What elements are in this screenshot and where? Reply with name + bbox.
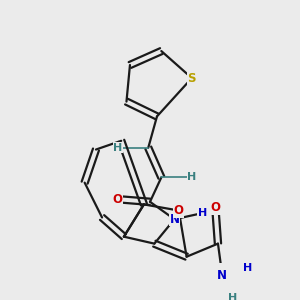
Text: N: N xyxy=(217,269,227,282)
Text: H: H xyxy=(243,263,252,273)
Text: N: N xyxy=(169,213,179,226)
Text: H: H xyxy=(198,208,207,218)
Text: S: S xyxy=(188,72,196,85)
Text: O: O xyxy=(174,204,184,217)
Text: H: H xyxy=(228,293,237,300)
Text: O: O xyxy=(113,193,123,206)
Text: O: O xyxy=(210,201,220,214)
Text: H: H xyxy=(187,172,196,182)
Text: H: H xyxy=(113,143,122,153)
